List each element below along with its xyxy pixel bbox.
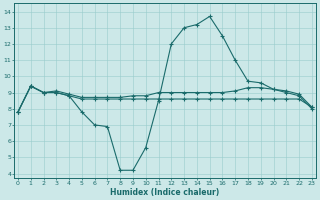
X-axis label: Humidex (Indice chaleur): Humidex (Indice chaleur) xyxy=(110,188,220,197)
